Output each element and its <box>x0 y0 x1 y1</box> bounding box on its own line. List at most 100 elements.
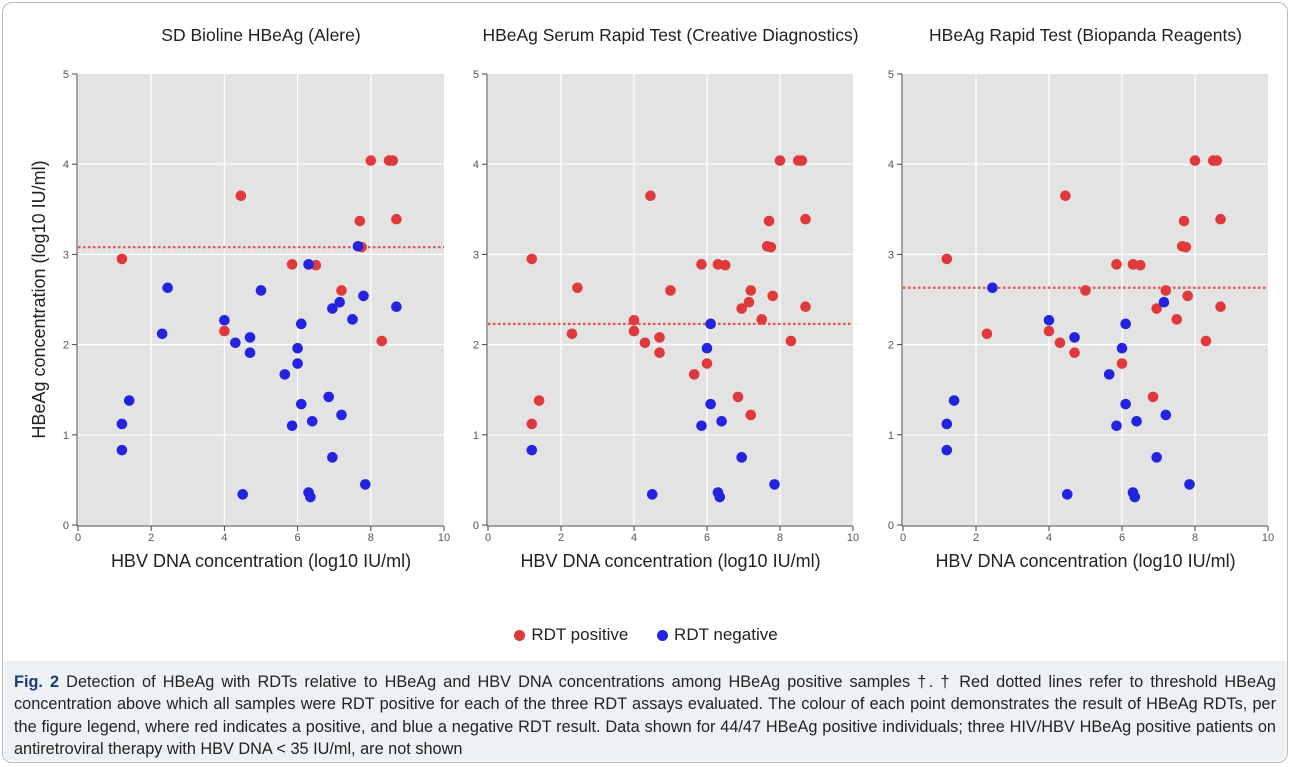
point-rdt-positive <box>354 215 366 227</box>
point-rdt-positive <box>1200 335 1212 347</box>
point-rdt-positive <box>1215 213 1226 225</box>
x-tick-label: 0 <box>75 532 81 544</box>
point-rdt-negative <box>292 358 303 369</box>
x-tick-label: 8 <box>1192 532 1198 544</box>
point-rdt-negative <box>705 318 716 330</box>
point-rdt-positive <box>796 155 808 166</box>
point-rdt-positive <box>1211 155 1223 166</box>
point-rdt-positive <box>1178 215 1190 227</box>
point-rdt-negative <box>1160 409 1172 421</box>
point-rdt-negative <box>123 395 135 406</box>
point-rdt-positive <box>701 358 713 369</box>
x-tick-label: 2 <box>973 532 979 544</box>
x-tick-label: 4 <box>221 532 227 544</box>
x-tick-label: 10 <box>847 532 859 544</box>
point-rdt-positive <box>1060 190 1071 202</box>
point-rdt-negative <box>1043 314 1055 326</box>
point-rdt-positive <box>526 418 538 430</box>
x-axis-label: HBV DNA concentration (log10 IU/ml) <box>111 551 411 571</box>
point-rdt-negative <box>336 409 347 421</box>
plot-background <box>78 74 444 525</box>
point-rdt-negative <box>1131 415 1142 427</box>
y-tick-label: 1 <box>473 430 479 442</box>
point-rdt-positive <box>654 332 665 343</box>
x-tick-label: 2 <box>148 532 154 544</box>
legend-item-positive: RDT positive <box>514 625 628 645</box>
point-rdt-positive <box>688 369 700 380</box>
point-rdt-negative <box>716 415 727 427</box>
legend-dot-positive <box>514 630 526 641</box>
point-rdt-positive <box>526 253 538 265</box>
point-rdt-negative <box>347 314 358 325</box>
legend-label-negative: RDT negative <box>674 625 778 644</box>
point-rdt-negative <box>1111 420 1122 432</box>
point-rdt-positive <box>1069 347 1080 359</box>
point-rdt-negative <box>1158 296 1170 308</box>
point-rdt-positive <box>1182 290 1193 302</box>
point-rdt-negative <box>327 303 338 314</box>
point-rdt-positive <box>745 409 757 421</box>
y-axis-label: HBeAg concentration (log10 IU/ml) <box>29 160 49 438</box>
point-rdt-negative <box>244 347 256 359</box>
y-tick-label: 0 <box>63 520 69 532</box>
point-rdt-positive <box>286 259 298 270</box>
point-rdt-positive <box>116 253 128 265</box>
x-tick-label: 2 <box>558 532 564 544</box>
x-tick-label: 6 <box>295 532 301 544</box>
point-rdt-positive <box>665 285 676 296</box>
point-rdt-negative <box>237 489 248 500</box>
point-rdt-negative <box>941 418 953 430</box>
point-rdt-positive <box>696 259 707 270</box>
point-rdt-positive <box>533 395 545 406</box>
point-rdt-positive <box>1147 391 1159 403</box>
point-rdt-negative <box>295 318 307 330</box>
plot-background <box>903 74 1268 525</box>
x-tick-label: 4 <box>1046 532 1052 544</box>
point-rdt-positive <box>732 391 744 403</box>
point-rdt-positive <box>639 337 651 349</box>
chart-title: HBeAg Serum Rapid Test (Creative Diagnos… <box>482 25 858 45</box>
y-tick-label: 0 <box>473 520 479 532</box>
point-rdt-negative <box>360 479 371 490</box>
x-tick-label: 4 <box>631 532 637 544</box>
point-rdt-negative <box>1120 318 1131 330</box>
point-rdt-positive <box>1171 314 1183 325</box>
x-tick-label: 0 <box>900 532 906 544</box>
point-rdt-positive <box>376 335 388 347</box>
point-rdt-negative <box>255 285 267 296</box>
point-rdt-positive <box>566 328 578 340</box>
caption-text: Detection of HBeAg with RDTs relative to… <box>14 673 1276 759</box>
point-rdt-positive <box>800 213 811 225</box>
point-rdt-negative <box>948 395 960 406</box>
x-tick-label: 8 <box>777 532 783 544</box>
point-rdt-negative <box>1151 452 1162 463</box>
point-rdt-negative <box>279 369 291 380</box>
point-rdt-negative <box>526 444 538 456</box>
figure-caption: Fig. 2 Detection of HBeAg with RDTs rela… <box>14 671 1276 761</box>
point-rdt-positive <box>1080 285 1091 296</box>
x-tick-label: 10 <box>438 532 450 544</box>
point-rdt-negative <box>1116 342 1128 354</box>
legend-dot-negative <box>657 630 669 641</box>
y-tick-label: 2 <box>63 340 69 352</box>
point-rdt-negative <box>162 282 173 294</box>
point-rdt-negative <box>286 420 298 432</box>
point-rdt-positive <box>1180 241 1192 253</box>
y-tick-label: 1 <box>888 430 894 442</box>
point-rdt-positive <box>765 241 777 253</box>
point-rdt-negative <box>303 259 314 270</box>
y-tick-label: 0 <box>888 520 894 532</box>
point-rdt-negative <box>714 491 726 503</box>
point-rdt-negative <box>769 479 780 490</box>
y-tick-label: 5 <box>63 69 69 81</box>
point-rdt-positive <box>572 282 583 294</box>
point-rdt-positive <box>1160 285 1172 296</box>
x-tick-label: 6 <box>704 532 710 544</box>
point-rdt-negative <box>334 296 345 308</box>
y-tick-label: 2 <box>473 340 479 352</box>
point-rdt-positive <box>336 285 347 296</box>
point-rdt-negative <box>327 452 338 463</box>
point-rdt-positive <box>219 325 230 337</box>
chart-title: HBeAg Rapid Test (Biopanda Reagents) <box>929 25 1242 45</box>
